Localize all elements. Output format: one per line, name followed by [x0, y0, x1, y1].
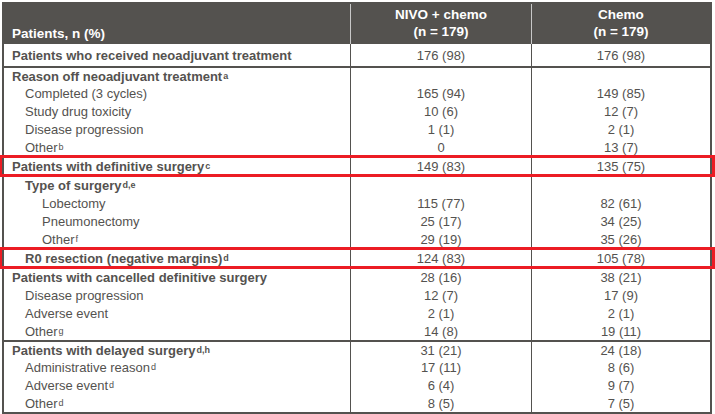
- row-value-chemo: 35 (26): [531, 230, 710, 248]
- table-row-adverse-event-delayed: Adverse eventd 6 (4) 9 (7): [4, 376, 710, 394]
- row-value-chemo: 2 (1): [531, 304, 710, 322]
- table-header-row: Patients, n (%) NIVO + chemo (n = 179) C…: [4, 4, 710, 44]
- row-value-chemo: 13 (7): [531, 138, 710, 156]
- row-value-chemo: 19 (11): [531, 322, 710, 340]
- row-label: Patients who received neoadjuvant treatm…: [4, 44, 350, 66]
- row-value-chemo: 149 (85): [531, 84, 710, 102]
- row-value-nivo: [350, 68, 531, 84]
- table-row-type-of-surgery: Type of surgeryd,e: [4, 176, 710, 194]
- row-value-nivo: 10 (6): [350, 102, 531, 120]
- row-value-nivo: 31 (21): [350, 342, 531, 358]
- table-row-completed-3-cycles: Completed (3 cycles) 165 (94) 149 (85): [4, 84, 710, 102]
- table-row-definitive-surgery-highlighted: Patients with definitive surgeryc 149 (8…: [4, 156, 710, 176]
- row-value-nivo: 149 (83): [350, 156, 531, 176]
- row-label: Pneumonectomy: [4, 212, 350, 230]
- row-value-chemo: 7 (5): [531, 394, 710, 412]
- row-value-nivo: 8 (5): [350, 394, 531, 412]
- header-chemo: Chemo (n = 179): [531, 4, 710, 44]
- row-value-chemo: [531, 176, 710, 194]
- row-value-nivo: 176 (98): [350, 44, 531, 66]
- header-chemo-line2: (n = 179): [532, 24, 710, 41]
- row-label: Otherd: [4, 394, 350, 412]
- patients-surgery-table: Patients, n (%) NIVO + chemo (n = 179) C…: [2, 2, 712, 414]
- table-row-other-delayed: Otherd 8 (5) 7 (5): [4, 394, 710, 412]
- header-patients-n-pct: Patients, n (%): [4, 4, 350, 44]
- row-label: Disease progression: [4, 120, 350, 138]
- row-label: Otherg: [4, 322, 350, 340]
- table-row-lobectomy: Lobectomy 115 (77) 82 (61): [4, 194, 710, 212]
- row-value-nivo: 14 (8): [350, 322, 531, 340]
- table-row-adverse-event-cancelled: Adverse event 2 (1) 2 (1): [4, 304, 710, 322]
- row-label: Otherf: [4, 230, 350, 248]
- row-label: Adverse eventd: [4, 376, 350, 394]
- table-row-received-neoadjuvant: Patients who received neoadjuvant treatm…: [4, 44, 710, 66]
- table-row-other-neoadjuvant: Otherb 0 13 (7): [4, 138, 710, 156]
- row-value-chemo: 82 (61): [531, 194, 710, 212]
- row-value-nivo: 165 (94): [350, 84, 531, 102]
- table-row-study-drug-toxicity: Study drug toxicity 10 (6) 12 (7): [4, 102, 710, 120]
- row-label: Completed (3 cycles): [4, 84, 350, 102]
- row-value-nivo: 115 (77): [350, 194, 531, 212]
- row-value-chemo: 12 (7): [531, 102, 710, 120]
- header-nivo-chemo: NIVO + chemo (n = 179): [350, 4, 531, 44]
- table-row-disease-progression-cancelled: Disease progression 12 (7) 17 (9): [4, 286, 710, 304]
- row-label: Otherb: [4, 138, 350, 156]
- row-value-nivo: 17 (11): [350, 358, 531, 376]
- header-nivo-chemo-line2: (n = 179): [351, 24, 531, 41]
- row-value-chemo: 2 (1): [531, 120, 710, 138]
- row-value-nivo: [350, 176, 531, 194]
- row-label: Study drug toxicity: [4, 102, 350, 120]
- row-label: Patients with cancelled definitive surge…: [4, 268, 350, 286]
- row-value-chemo: 17 (9): [531, 286, 710, 304]
- row-value-chemo: 8 (6): [531, 358, 710, 376]
- table-row-administrative-reason: Administrative reasond 17 (11) 8 (6): [4, 358, 710, 376]
- table-row-other-cancelled: Otherg 14 (8) 19 (11): [4, 322, 710, 340]
- row-value-chemo: 176 (98): [531, 44, 710, 66]
- row-label: Patients with definitive surgeryc: [4, 156, 350, 176]
- row-label: Disease progression: [4, 286, 350, 304]
- row-value-nivo: 1 (1): [350, 120, 531, 138]
- table-row-cancelled-definitive-surgery: Patients with cancelled definitive surge…: [4, 268, 710, 286]
- row-value-chemo: 38 (21): [531, 268, 710, 286]
- row-value-nivo: 25 (17): [350, 212, 531, 230]
- row-value-chemo: 9 (7): [531, 376, 710, 394]
- row-label: Reason off neoadjuvant treatmenta: [4, 68, 350, 84]
- row-value-nivo: 12 (7): [350, 286, 531, 304]
- header-chemo-line1: Chemo: [532, 7, 710, 24]
- row-label: Type of surgeryd,e: [4, 176, 350, 194]
- row-value-chemo: 34 (25): [531, 212, 710, 230]
- row-label: Administrative reasond: [4, 358, 350, 376]
- row-label: Patients with delayed surgeryd,h: [4, 342, 350, 358]
- row-value-nivo: 124 (83): [350, 248, 531, 268]
- row-value-chemo: 105 (78): [531, 248, 710, 268]
- row-value-nivo: 0: [350, 138, 531, 156]
- row-value-nivo: 28 (16): [350, 268, 531, 286]
- table-row-other-surgery-type: Otherf 29 (19) 35 (26): [4, 230, 710, 248]
- row-value-nivo: 6 (4): [350, 376, 531, 394]
- table-row-reason-off-neoadjuvant: Reason off neoadjuvant treatmenta: [4, 66, 710, 84]
- row-value-chemo: 135 (75): [531, 156, 710, 176]
- row-value-chemo: [531, 68, 710, 84]
- table-row-delayed-surgery: Patients with delayed surgeryd,h 31 (21)…: [4, 340, 710, 358]
- row-label: Adverse event: [4, 304, 350, 322]
- row-value-nivo: 2 (1): [350, 304, 531, 322]
- table-row-pneumonectomy: Pneumonectomy 25 (17) 34 (25): [4, 212, 710, 230]
- header-nivo-chemo-line1: NIVO + chemo: [351, 7, 531, 24]
- row-label: R0 resection (negative margins)d: [4, 248, 350, 268]
- table-row-disease-progression-neoadjuvant: Disease progression 1 (1) 2 (1): [4, 120, 710, 138]
- row-label: Lobectomy: [4, 194, 350, 212]
- row-value-nivo: 29 (19): [350, 230, 531, 248]
- table-row-r0-resection-highlighted: R0 resection (negative margins)d 124 (83…: [4, 248, 710, 268]
- row-value-chemo: 24 (18): [531, 342, 710, 358]
